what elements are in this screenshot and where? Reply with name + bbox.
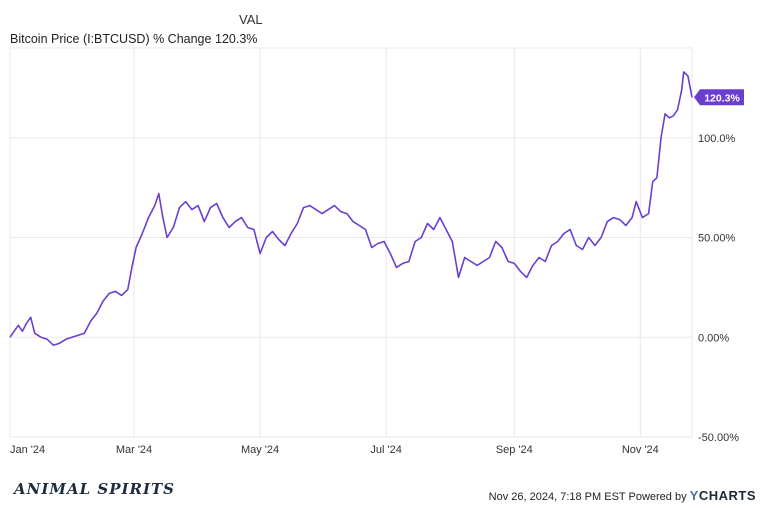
x-tick-label: Jan '24 xyxy=(10,444,45,456)
x-tick-label: Sep '24 xyxy=(496,444,533,456)
chart-legend: VAL Bitcoin Price (I:BTCUSD) % Change 12… xyxy=(10,8,263,48)
y-tick-label: -50.00% xyxy=(698,432,739,444)
y-axis: 100.0% 50.00% 0.00% -50.00% xyxy=(698,133,739,444)
legend-series-name[interactable]: Bitcoin Price (I:BTCUSD) % Change xyxy=(10,32,212,46)
provider-logo[interactable]: YCHARTS xyxy=(690,488,756,503)
legend-column-header: VAL xyxy=(239,12,263,27)
y-tick-label: 50.00% xyxy=(698,233,736,245)
ycharts-icon: Y xyxy=(689,488,699,503)
x-tick-label: Jul '24 xyxy=(370,444,401,456)
footer-credit: Nov 26, 2024, 7:18 PM EST Powered by YCH… xyxy=(489,488,756,503)
x-tick-label: May '24 xyxy=(241,444,279,456)
timestamp: Nov 26, 2024, 7:18 PM EST Powered by xyxy=(488,491,687,503)
plot-area-border xyxy=(9,47,693,438)
brand-logo: ANIMAL SPIRITS xyxy=(14,480,175,498)
series-line[interactable] xyxy=(9,71,693,346)
end-label-text: 120.3% xyxy=(704,92,740,104)
x-tick-label: Nov '24 xyxy=(622,444,659,456)
x-axis: Jan '24 Mar '24 May '24 Jul '24 Sep '24 Nov '… xyxy=(10,444,659,456)
end-label-badge xyxy=(694,89,744,106)
x-tick-label: Mar '24 xyxy=(116,444,152,456)
legend-series-value: 120.3% xyxy=(215,32,258,46)
chart-grid xyxy=(9,47,693,438)
y-tick-label: 0.00% xyxy=(698,332,729,344)
provider-name: CHARTS xyxy=(698,488,756,503)
y-tick-label: 100.0% xyxy=(698,133,736,145)
end-value-label: 120.3% xyxy=(694,89,744,106)
